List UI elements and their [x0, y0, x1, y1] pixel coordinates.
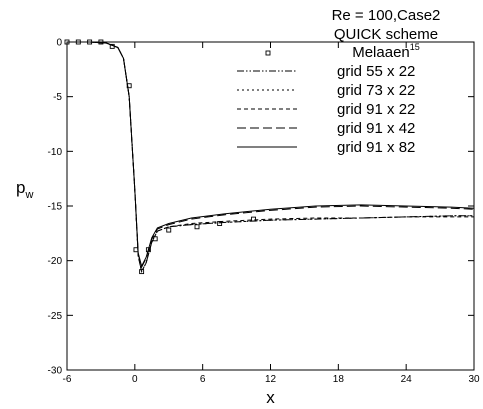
y-tick-label: -20	[48, 256, 63, 267]
x-tick-label: 24	[401, 374, 413, 385]
legend-marker-melaaen	[265, 50, 271, 56]
x-tick-label: 18	[333, 374, 345, 385]
legend-entry-label: grid 91 x 22	[337, 101, 415, 118]
y-tick-label: -10	[48, 147, 63, 158]
legend-entry-label: grid 91 x 82	[337, 139, 415, 156]
legend-entry-label: grid 55 x 22	[337, 63, 415, 80]
y-tick-label: -15	[48, 202, 63, 213]
chart-title-line: QUICK scheme	[334, 26, 438, 43]
y-tick-label: -25	[48, 311, 63, 322]
data-point-melaaen	[166, 227, 172, 233]
y-tick-label: 0	[56, 38, 62, 49]
y-tick-label: -5	[53, 92, 62, 103]
y-axis-label: pw	[16, 178, 33, 201]
x-tick-label: 12	[265, 374, 277, 385]
y-tick-label: -30	[48, 366, 63, 377]
series-line-grid-91-x-82	[67, 41, 475, 268]
x-tick-label: -6	[63, 374, 72, 385]
legend-entry-label: Melaaen15	[352, 42, 420, 61]
axes: -6 0 6 12 18 24 30 0 -5 -10 -15 -20 -25 -30 x pw	[16, 38, 480, 408]
legend-entry-label: grid 91 x 42	[337, 120, 415, 137]
chart-title-line: Re = 100,Case2	[332, 7, 441, 24]
x-axis-label: x	[266, 388, 275, 407]
legend-entry-superscript: 15	[410, 42, 420, 52]
y-axis-label-subscript: w	[24, 189, 33, 201]
series-line-grid-91-x-22	[67, 41, 474, 274]
x-tick-label: 6	[200, 374, 206, 385]
x-tick-label: 0	[132, 374, 138, 385]
data-point-melaaen	[194, 224, 200, 230]
legend-entry-label: grid 73 x 22	[337, 82, 415, 99]
x-tick-label: 30	[468, 374, 480, 385]
